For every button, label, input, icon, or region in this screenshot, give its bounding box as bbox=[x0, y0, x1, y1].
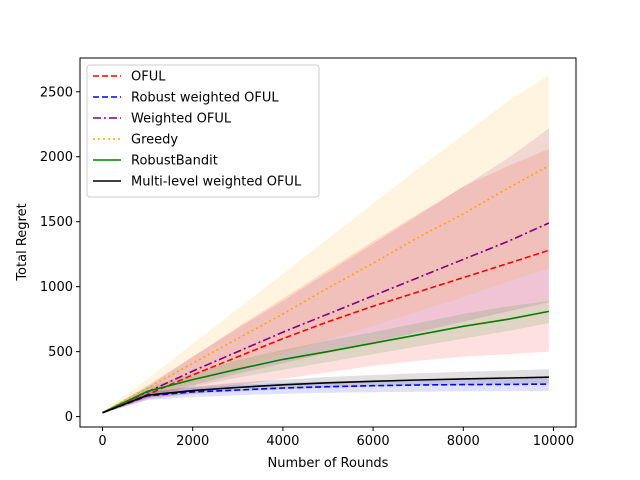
x-tick-label: 6000 bbox=[357, 434, 390, 449]
line-multi-level-weighted-oful bbox=[102, 376, 549, 414]
x-tick-label: 2000 bbox=[176, 434, 209, 449]
line-oful bbox=[102, 249, 550, 414]
band-robust-weighted-oful bbox=[102, 378, 549, 414]
legend-box bbox=[86, 64, 320, 198]
line-robust-weighted-oful bbox=[102, 383, 549, 414]
legend-label-multi-level-weighted-oful: Multi-level weighted OFUL bbox=[131, 175, 302, 190]
band-oful bbox=[102, 149, 549, 414]
line-greedy bbox=[102, 165, 550, 414]
y-tick-label: 2000 bbox=[40, 150, 73, 165]
y-axis-ticks: 0 500 1000 1500 2000 2500 bbox=[40, 85, 80, 425]
x-axis-ticks: 0 2000 4000 6000 8000 10000 bbox=[98, 427, 574, 449]
band-robustbandit bbox=[102, 301, 549, 414]
band-greedy bbox=[102, 74, 549, 414]
legend-label-oful: OFUL bbox=[131, 70, 166, 85]
legend-label-robust-weighted-oful: Robust weighted OFUL bbox=[131, 91, 279, 106]
legend-label-weighted-oful: Weighted OFUL bbox=[131, 112, 232, 127]
line-weighted-oful bbox=[102, 222, 550, 414]
legend-label-robustbandit: RobustBandit bbox=[131, 154, 218, 169]
y-axis-label: Total Regret bbox=[15, 203, 30, 281]
y-tick-label: 500 bbox=[48, 345, 73, 360]
y-tick-label: 1000 bbox=[40, 280, 73, 295]
line-robustbandit bbox=[102, 310, 550, 414]
y-tick-label: 2500 bbox=[40, 85, 73, 100]
x-axis-label: Number of Rounds bbox=[268, 456, 389, 471]
plot-frame bbox=[79, 57, 577, 428]
x-tick-label: 10000 bbox=[533, 434, 574, 449]
legend-label-greedy: Greedy bbox=[131, 133, 178, 148]
x-tick-label: 4000 bbox=[266, 434, 299, 449]
band-weighted-oful bbox=[102, 128, 549, 414]
x-tick-label: 8000 bbox=[447, 434, 480, 449]
x-tick-label: 0 bbox=[98, 434, 106, 449]
y-tick-label: 0 bbox=[65, 410, 73, 425]
legend: OFUL Robust weighted OFUL Weighted OFUL Gre… bbox=[86, 64, 320, 198]
y-tick-label: 1500 bbox=[40, 215, 73, 230]
series-lines bbox=[102, 165, 550, 414]
